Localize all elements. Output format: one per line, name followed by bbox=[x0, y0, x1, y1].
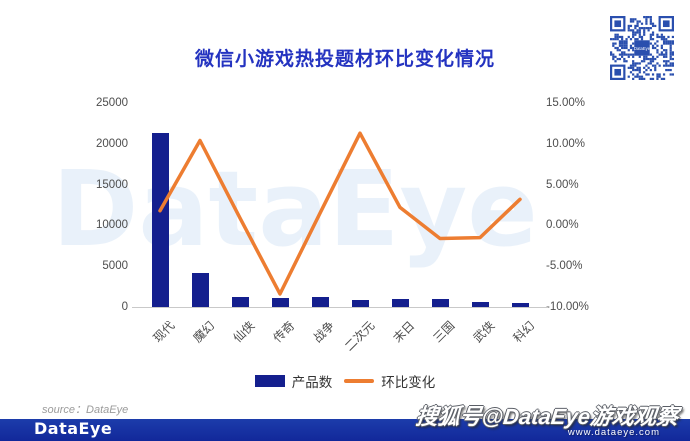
x-axis-line bbox=[132, 307, 548, 308]
right-axis-tick: 5.00% bbox=[546, 178, 579, 191]
right-axis-tick: -5.00% bbox=[546, 260, 583, 273]
left-axis-tick: 20000 bbox=[96, 137, 128, 150]
qr-code-icon: DataEye bbox=[610, 16, 674, 80]
left-axis-tick: 15000 bbox=[96, 178, 128, 191]
left-axis-tick: 10000 bbox=[96, 219, 128, 232]
footer-bar bbox=[0, 419, 690, 441]
x-label-现代: 现代 bbox=[150, 318, 178, 346]
x-label-末日: 末日 bbox=[390, 318, 418, 346]
legend-item-环比变化: 环比变化 bbox=[344, 371, 435, 391]
left-axis-tick: 0 bbox=[121, 301, 128, 313]
bar-传奇 bbox=[271, 298, 289, 307]
legend-item-产品数: 产品数 bbox=[254, 371, 333, 391]
footer-url: www.dataeye.com bbox=[567, 427, 660, 438]
bar-战争 bbox=[311, 296, 329, 307]
bar-三国 bbox=[431, 299, 449, 307]
source-note: source：DataEye bbox=[42, 404, 129, 416]
line-series bbox=[158, 131, 522, 296]
dataeye-logo: DataEye bbox=[34, 419, 113, 438]
x-label-传奇: 传奇 bbox=[270, 318, 298, 346]
right-axis-tick: -10.00% bbox=[546, 301, 589, 313]
bar-现代 bbox=[151, 133, 169, 307]
bar-魔幻 bbox=[191, 272, 209, 307]
right-axis-tick: 15.00% bbox=[546, 97, 586, 109]
right-axis-tick: 0.00% bbox=[546, 219, 579, 232]
line-swatch-icon bbox=[344, 379, 375, 383]
x-label-武侠: 武侠 bbox=[470, 318, 498, 346]
page-title: 微信小游戏热投题材环比变化情况 bbox=[194, 49, 495, 70]
x-label-魔幻: 魔幻 bbox=[190, 318, 218, 346]
legend-label: 产品数 bbox=[291, 375, 333, 390]
x-label-二次元: 二次元 bbox=[341, 318, 378, 354]
legend-label: 环比变化 bbox=[381, 375, 436, 390]
x-label-科幻: 科幻 bbox=[510, 318, 538, 346]
legend: 产品数 环比变化 bbox=[0, 371, 690, 391]
left-axis-tick: 5000 bbox=[102, 260, 128, 273]
right-axis-tick: 10.00% bbox=[546, 137, 586, 150]
x-label-仙侠: 仙侠 bbox=[230, 318, 258, 346]
x-label-三国: 三国 bbox=[430, 318, 458, 346]
bar-二次元 bbox=[351, 300, 369, 307]
bar-武侠 bbox=[471, 302, 489, 307]
dataeye-watermark: DataEye bbox=[52, 148, 538, 270]
bar-swatch-icon bbox=[254, 375, 285, 387]
bar-仙侠 bbox=[231, 296, 249, 307]
qr-center-label: DataEye bbox=[634, 46, 651, 51]
bar-科幻 bbox=[511, 303, 529, 307]
bar-末日 bbox=[391, 299, 409, 307]
x-label-战争: 战争 bbox=[310, 318, 338, 346]
left-axis-tick: 25000 bbox=[96, 97, 128, 109]
plot-area bbox=[140, 103, 540, 307]
